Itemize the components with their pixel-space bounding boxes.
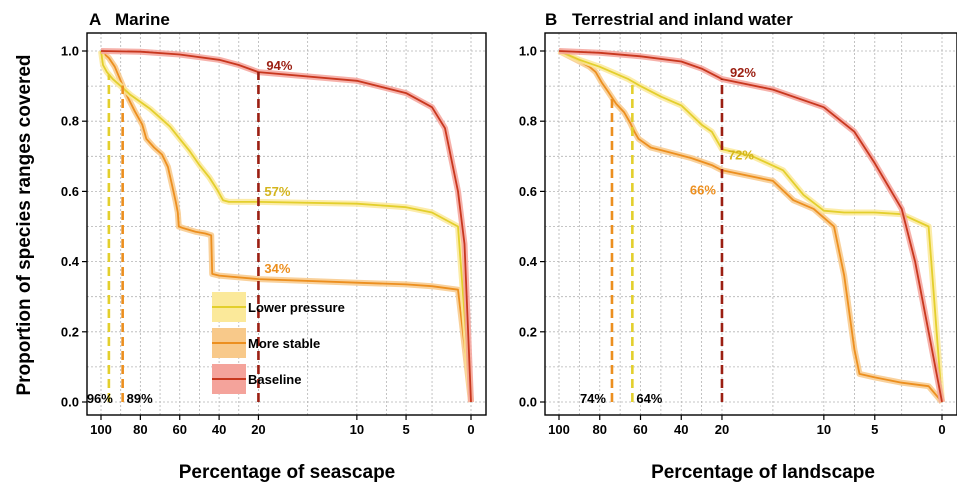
marker-label-more-stable: 74% (580, 391, 606, 406)
legend-label-baseline: Baseline (248, 372, 301, 387)
y-tick-label: 0.4 (519, 254, 538, 269)
grid-a (87, 33, 486, 415)
series-line-baseline (100, 50, 472, 403)
y-tick-label: 0.4 (61, 254, 80, 269)
x-tick-label: 10 (817, 422, 831, 437)
y-tick-label: 0.0 (61, 395, 79, 410)
marker-label-lower-pressure: 96% (87, 391, 113, 406)
y-tick-label: 0.2 (519, 324, 537, 339)
legend-label-more-stable: More stable (248, 336, 320, 351)
marker-label-lower-pressure: 64% (636, 391, 662, 406)
x-tick-label: 0 (467, 422, 474, 437)
x-tick-label: 0 (938, 422, 945, 437)
marker-label-more-stable: 89% (127, 391, 153, 406)
value-label-more-stable: 66% (690, 182, 716, 197)
x-tick-label: 40 (674, 422, 688, 437)
y-tick-label: 0.0 (519, 395, 537, 410)
x-tick-label: 80 (593, 422, 607, 437)
panel-b-letter: B (545, 10, 557, 29)
y-tick-label: 0.2 (61, 324, 79, 339)
x-tick-label: 80 (133, 422, 147, 437)
panel-b-title: Terrestrial and inland water (572, 10, 793, 29)
x-tick-label: 20 (715, 422, 729, 437)
x-tick-label: 100 (548, 422, 570, 437)
panel-a-x-axis-title: Percentage of seascape (179, 462, 396, 483)
panel-a-title: Marine (115, 10, 170, 29)
x-tick-label: 5 (402, 422, 409, 437)
y-tick-label: 1.0 (61, 44, 79, 59)
x-tick-label: 10 (350, 422, 364, 437)
series-line-more-stable (558, 50, 943, 403)
panel-b-terrestrial: B Terrestrial and inland water Percentag… (519, 10, 957, 483)
grid-b (545, 33, 957, 415)
marker-label-baseline: 92% (730, 65, 756, 80)
value-label-lower-pressure: 72% (728, 147, 754, 162)
marker-label-baseline: 94% (266, 58, 292, 73)
y-tick-label: 0.8 (61, 114, 79, 129)
y-axis-title: Proportion of species ranges covered (14, 54, 35, 395)
x-tick-label: 40 (212, 422, 226, 437)
x-tick-label: 60 (173, 422, 187, 437)
series-line-baseline (558, 50, 943, 403)
series-line-lower-pressure (100, 50, 472, 403)
series-line-more-stable (100, 50, 472, 403)
plot-frame-b (544, 32, 957, 416)
panel-a-letter: A (89, 10, 101, 29)
plot-frame-a (86, 32, 487, 416)
panel-b-x-axis-title: Percentage of landscape (651, 462, 875, 483)
legend-label-lower-pressure: Lower pressure (248, 300, 345, 315)
y-tick-label: 1.0 (519, 44, 537, 59)
series-line-lower-pressure (558, 50, 943, 403)
legend: Lower pressure More stable Baseline (212, 292, 345, 394)
x-tick-label: 5 (871, 422, 878, 437)
value-label-lower-pressure: 57% (264, 184, 290, 199)
value-label-more-stable: 34% (264, 261, 290, 276)
y-tick-label: 0.6 (61, 184, 79, 199)
y-tick-label: 0.8 (519, 114, 537, 129)
x-tick-label: 100 (90, 422, 112, 437)
x-tick-label: 60 (633, 422, 647, 437)
panel-a-marine: A Marine Percentage of seascape 0.0 0.2 0.… (61, 10, 487, 483)
x-tick-label: 20 (251, 422, 265, 437)
y-tick-label: 0.6 (519, 184, 537, 199)
